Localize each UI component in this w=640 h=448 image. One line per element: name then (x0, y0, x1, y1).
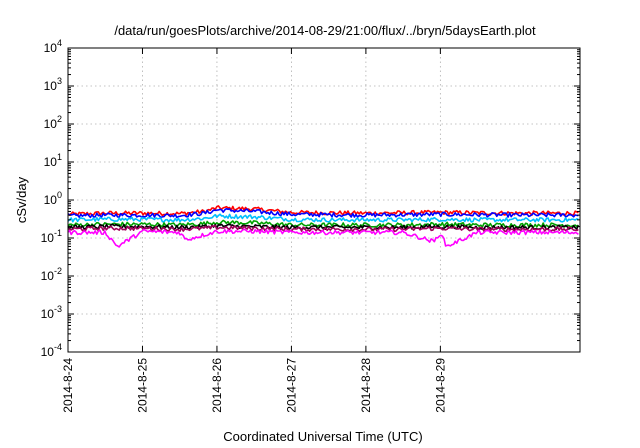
x-tick-label: 2014-8-27 (284, 358, 298, 413)
series-layer (67, 205, 580, 248)
y-axis-label: cSv/day (14, 176, 29, 223)
x-axis-label: Coordinated Universal Time (UTC) (223, 429, 422, 444)
x-tick-label: 2014-8-24 (61, 358, 75, 413)
series-line-6 (67, 228, 579, 248)
y-tick-label: 100 (44, 190, 62, 207)
series-line-5 (67, 224, 579, 233)
y-axis: 10-4 10-3 10-2 10-1 100 101 102 103 104 (41, 38, 580, 359)
x-tick-label: 2014-8-29 (433, 358, 447, 413)
x-axis: 2014-8-24 2014-8-25 2014-8-26 2014-8-27 2014… (61, 48, 447, 413)
y-tick-label: 10-2 (41, 266, 62, 283)
y-tick-label: 101 (44, 152, 62, 169)
y-tick-label: 103 (44, 76, 62, 93)
y-tick-label: 10-3 (41, 304, 62, 321)
x-tick-label: 2014-8-28 (359, 358, 373, 413)
x-tick-label: 2014-8-25 (135, 358, 149, 413)
y-tick-label: 102 (44, 114, 62, 131)
series-line-1 (67, 207, 579, 219)
y-tick-label: 10-4 (41, 342, 62, 359)
x-tick-label: 2014-8-26 (210, 358, 224, 413)
y-tick-label: 104 (44, 38, 62, 55)
y-tick-label: 10-1 (41, 228, 62, 245)
grid (67, 47, 580, 353)
chart-title: /data/run/goesPlots/archive/2014-08-29/2… (114, 23, 536, 38)
series-line-2 (67, 213, 579, 223)
series-line-4 (67, 223, 580, 231)
